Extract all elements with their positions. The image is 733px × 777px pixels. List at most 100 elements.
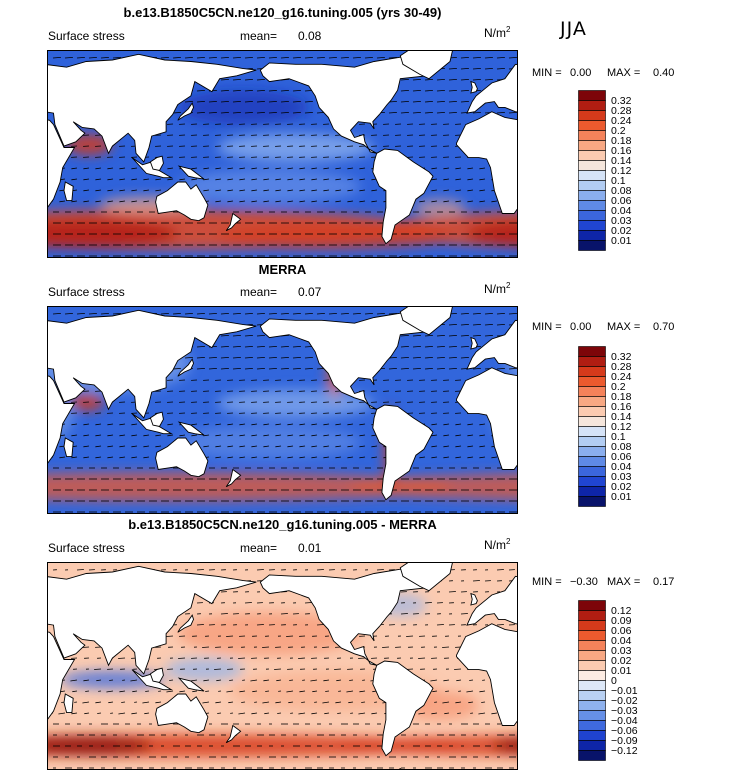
wind-vector (263, 456, 270, 459)
wind-vector (95, 445, 102, 448)
colorbar-tick-label: 0.12 (611, 165, 632, 177)
colorbar-tick-label: −0.02 (611, 695, 638, 707)
colorbar-swatch (578, 466, 606, 477)
wind-vector (455, 189, 462, 192)
wind-vector (335, 167, 342, 170)
land-eurasia (466, 319, 518, 370)
wind-vector (220, 112, 229, 114)
colorbar-swatch (578, 200, 606, 211)
colorbar-tick-label: 0.18 (611, 391, 632, 403)
wind-vector (457, 712, 462, 714)
wind-vector (467, 200, 474, 203)
wind-vector (371, 445, 378, 448)
wind-vector (232, 90, 241, 92)
wind-vector (431, 178, 438, 181)
wind-vector (76, 313, 85, 315)
wind-vector (64, 57, 73, 59)
colorbar-swatch (578, 366, 606, 377)
wind-vector (479, 200, 486, 203)
land-eurasia (47, 309, 257, 419)
panel-1-max-label: MAX = (607, 67, 641, 79)
land-eurasia (466, 575, 518, 626)
wind-vector (107, 423, 114, 426)
colorbar-tick-label: 0.18 (611, 135, 632, 147)
wind-vector (71, 423, 78, 426)
wind-vector (322, 646, 330, 648)
wind-vector (371, 456, 378, 459)
wind-vector (335, 178, 342, 181)
wind-vector (112, 313, 121, 315)
map-frame (47, 306, 518, 514)
wind-vector (256, 57, 265, 59)
wind-vector (400, 613, 408, 615)
wind-vector (256, 112, 265, 114)
wind-vector (361, 701, 366, 703)
wind-vector (229, 679, 234, 681)
wind-vector (424, 335, 433, 337)
map-frame (47, 50, 518, 258)
wind-vector (244, 602, 252, 604)
field-blob (177, 169, 361, 204)
wind-vector (196, 569, 204, 571)
field-blob (491, 737, 518, 754)
wind-vector (119, 178, 126, 181)
wind-vector (455, 434, 462, 437)
wind-vector (95, 456, 102, 459)
wind-vector (325, 690, 330, 692)
wind-vector (172, 368, 181, 370)
wind-vector (484, 57, 493, 59)
wind-vector (275, 701, 282, 704)
wind-vector (448, 101, 457, 103)
colorbar-swatch (578, 230, 606, 241)
wind-vector (232, 313, 241, 315)
land-samerica (372, 660, 434, 757)
wind-vector (131, 167, 138, 170)
land-madagascar (63, 437, 74, 458)
wind-vector (251, 445, 258, 448)
colorbar-tick-label: 0.08 (611, 185, 632, 197)
colorbar-swatch (578, 650, 606, 661)
wind-vector (436, 624, 444, 626)
land-africa (47, 375, 76, 465)
colorbar-tick-label: 0.1 (611, 431, 626, 443)
wind-vector (184, 101, 193, 103)
wind-vector (347, 189, 354, 192)
wind-vector (143, 200, 150, 203)
wind-vector (347, 445, 354, 448)
wind-vector (220, 346, 229, 348)
wind-vector (232, 57, 241, 59)
wind-vector (215, 434, 222, 437)
wind-vector (239, 178, 246, 181)
colorbar-swatch (578, 436, 606, 447)
season-label: JJA (560, 18, 587, 40)
wind-vector (220, 357, 229, 359)
land-madagascar (63, 693, 74, 714)
wind-vector (202, 646, 210, 648)
wind-vector (142, 701, 150, 704)
panel-1-colorbar: 0.320.280.240.20.180.160.140.120.10.080.… (578, 90, 632, 251)
wind-vector (118, 657, 126, 659)
wind-vector (444, 712, 450, 715)
wind-vector (191, 434, 198, 437)
wind-vector (88, 313, 97, 315)
panel-2-variable: Surface stress (48, 285, 125, 299)
colorbar-tick-label: 0.16 (611, 145, 632, 157)
wind-vector (324, 712, 330, 715)
units-text: N/m (484, 26, 506, 40)
wind-vector (484, 313, 493, 315)
wind-vector (244, 368, 253, 370)
wind-vector (82, 646, 90, 648)
panel-3-variable: Surface stress (48, 541, 125, 555)
wind-vector (448, 335, 457, 337)
wind-vector (143, 445, 150, 448)
wind-vector (347, 434, 354, 437)
panel-1-title: b.e13.B1850C5CN.ne120_g16.tuning.005 (yr… (123, 5, 442, 20)
wind-vector (131, 200, 138, 203)
wind-vector (275, 167, 282, 170)
wind-vector (155, 178, 162, 181)
wind-vector (448, 112, 457, 114)
wind-vector (268, 368, 277, 370)
wind-vector (262, 646, 270, 648)
field-blob (47, 735, 152, 756)
land-japan (177, 614, 194, 633)
